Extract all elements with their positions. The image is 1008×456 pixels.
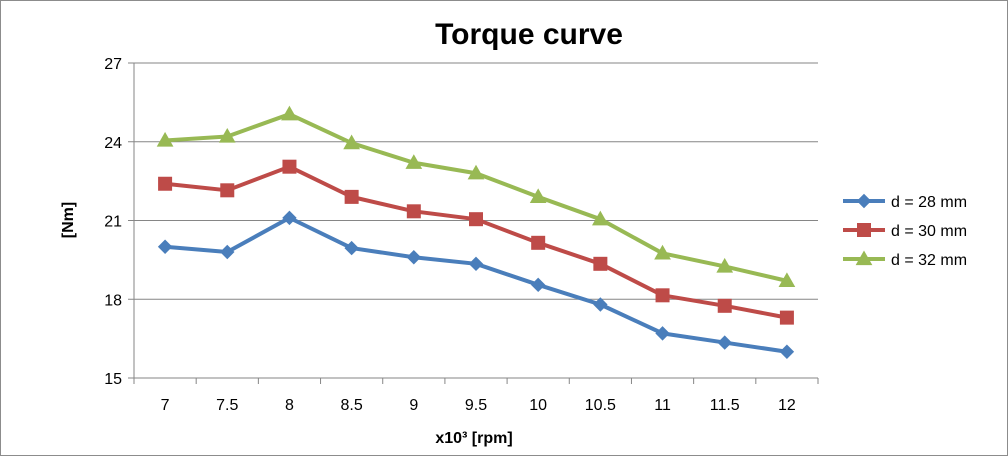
legend-marker	[857, 223, 871, 237]
data-point	[344, 189, 359, 204]
data-point	[531, 235, 546, 250]
x-tick-label: 10.5	[585, 397, 616, 414]
gridlines	[134, 62, 818, 300]
series-line	[164, 112, 788, 283]
data-point	[156, 131, 174, 147]
data-point	[779, 344, 795, 359]
data-point	[343, 134, 360, 150]
data-point	[220, 183, 235, 198]
data-point	[467, 164, 485, 180]
legend-label: d = 28 mm	[891, 194, 967, 211]
data-point	[405, 154, 423, 169]
series	[156, 105, 796, 359]
data-point	[655, 288, 670, 303]
x-tick-label: 9.5	[465, 397, 487, 414]
data-point	[593, 256, 608, 271]
x-tick-label: 11.5	[710, 397, 740, 414]
legend-item: d = 32 mm	[843, 250, 967, 269]
data-point	[406, 250, 422, 265]
x-axis-title: x10³ [rpm]	[435, 430, 512, 447]
x-tick-label: 12	[778, 397, 796, 414]
y-tick-label: 27	[104, 56, 122, 73]
data-point	[282, 159, 297, 174]
legend-item: d = 28 mm	[843, 193, 967, 211]
data-point	[158, 176, 173, 191]
data-point	[469, 212, 483, 227]
data-point	[655, 326, 670, 341]
x-tick-label: 9	[409, 397, 418, 414]
legend-marker	[855, 250, 873, 266]
data-point	[592, 210, 609, 226]
data-point	[717, 298, 732, 313]
data-point	[220, 244, 235, 260]
data-point	[530, 277, 546, 293]
series-2	[158, 159, 794, 325]
x-tick-label: 8.5	[341, 397, 363, 414]
data-point	[778, 272, 796, 287]
legend: d = 28 mm d = 30 mm d = 32 mm	[843, 193, 967, 269]
legend-item: d = 30 mm	[843, 223, 967, 240]
y-tick-label: 18	[104, 292, 122, 309]
data-point	[406, 204, 421, 219]
axes: 15 18 21 24 27 7 7.5 8 8.5 9 9.5 10 10.5 11 11.5 12	[104, 56, 819, 414]
data-point	[282, 210, 297, 226]
data-point	[654, 244, 671, 260]
x-tick-label: 8	[285, 397, 294, 414]
data-point	[218, 127, 236, 143]
y-axis-title: [Nm]	[60, 202, 77, 238]
data-point	[593, 297, 608, 312]
y-tick-label: 24	[104, 135, 122, 152]
data-point	[529, 188, 547, 203]
y-tick-label: 15	[104, 371, 122, 388]
x-tick-label: 10	[529, 397, 547, 414]
data-point	[468, 256, 484, 272]
x-tick-label: 7	[161, 397, 170, 414]
data-point	[344, 240, 359, 256]
chart-title: Torque curve	[435, 18, 623, 51]
legend-marker	[856, 193, 872, 209]
data-point	[717, 335, 732, 350]
legend-label: d = 32 mm	[891, 252, 967, 269]
series-1	[157, 210, 795, 359]
series-line	[164, 215, 788, 354]
y-tick-label: 21	[104, 214, 122, 231]
data-point	[779, 310, 794, 325]
data-point	[716, 257, 734, 273]
x-tick-label: 7.5	[216, 397, 238, 414]
x-tick-label: 11	[654, 397, 671, 414]
data-point	[157, 239, 173, 254]
data-point	[281, 105, 298, 121]
legend-label: d = 30 mm	[891, 223, 967, 240]
series-3	[156, 105, 796, 287]
series-line	[164, 164, 788, 320]
